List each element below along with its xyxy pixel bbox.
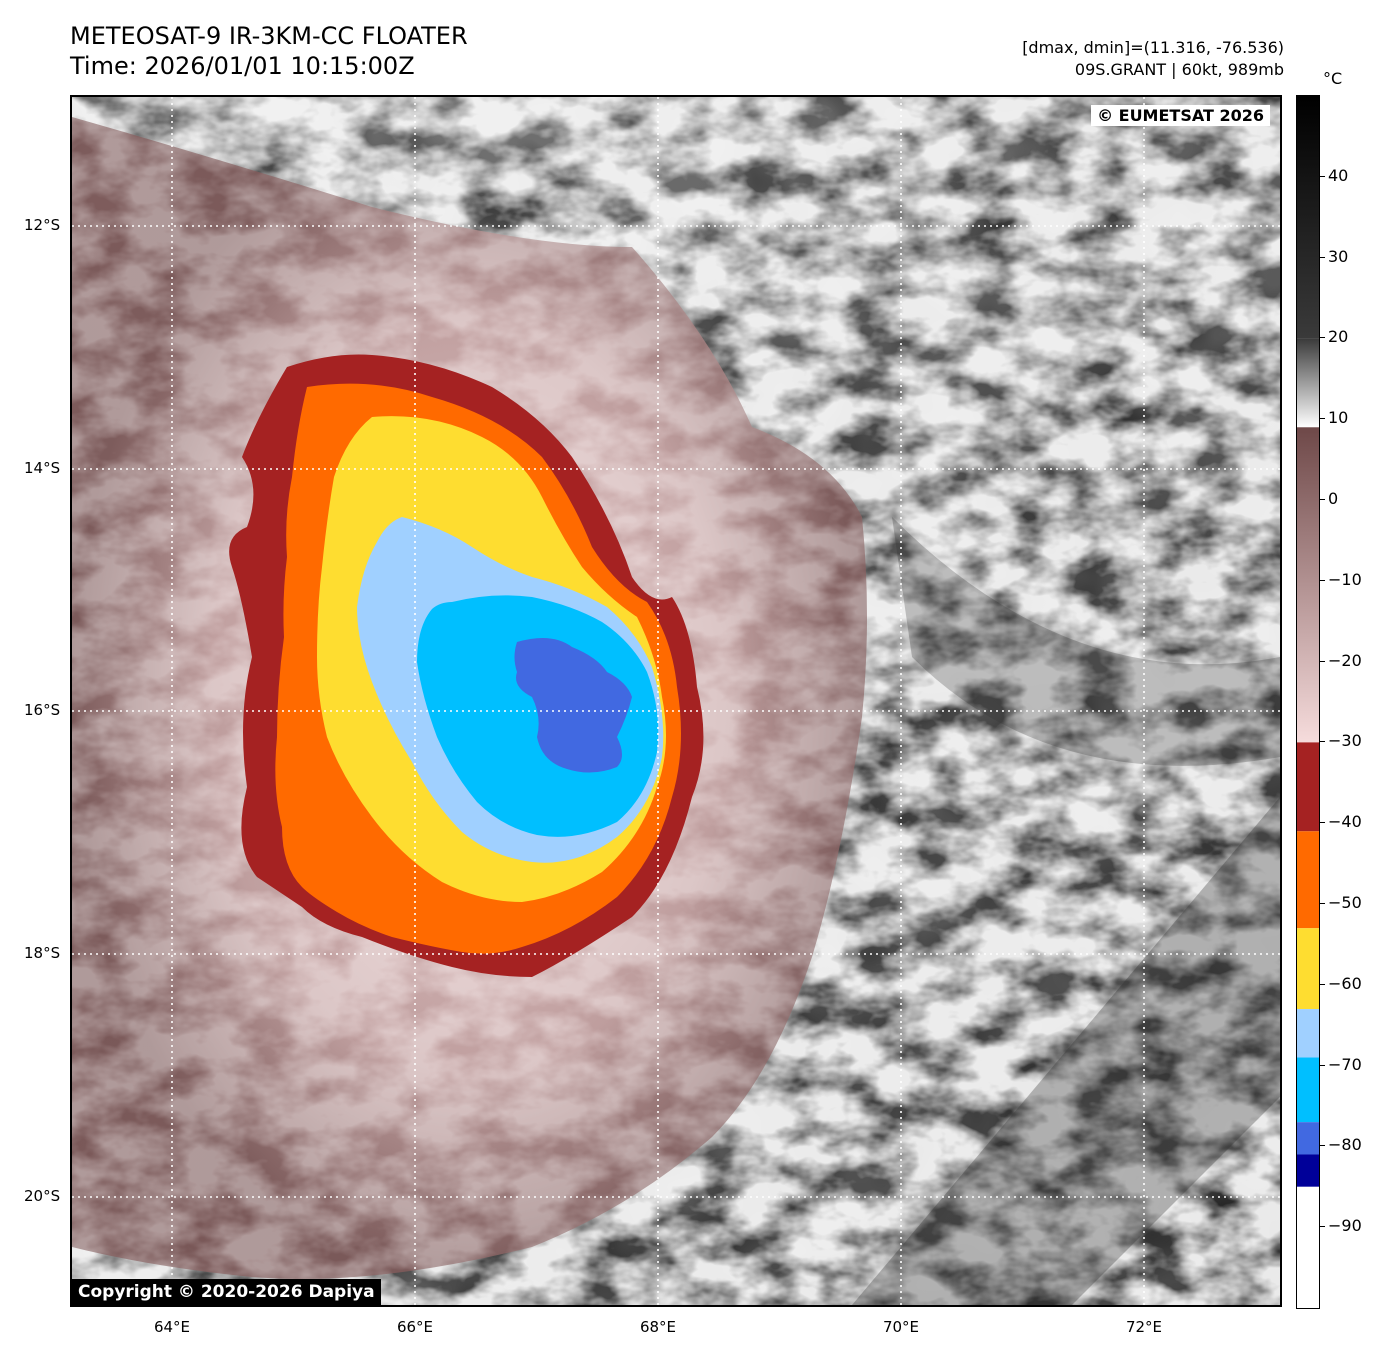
product-title: METEOSAT-9 IR-3KM-CC FLOATER — [70, 22, 468, 50]
satellite-image: © EUMETSAT 2026 Copyright © 2020-2026 Da… — [70, 95, 1282, 1307]
colorbar-band — [1297, 1009, 1319, 1058]
colorbar-tick — [1319, 983, 1325, 985]
colorbar-tick-label: −80 — [1328, 1135, 1362, 1155]
colorbar-tick — [1319, 175, 1325, 177]
colorbar-band — [1297, 427, 1319, 743]
colorbar-band — [1297, 338, 1319, 428]
storm-info: 09S.GRANT | 60kt, 989mb — [1074, 60, 1284, 79]
colorbar-tick — [1319, 256, 1325, 258]
colorbar-tick-label: 30 — [1328, 246, 1349, 266]
colorbar-band — [1297, 1057, 1319, 1123]
colorbar-tick-label: −90 — [1328, 1216, 1362, 1236]
colorbar-tick — [1319, 1145, 1325, 1147]
dapiya-credit: Copyright © 2020-2026 Dapiya — [72, 1279, 381, 1305]
lat-label: 12°S — [24, 216, 61, 234]
colorbar-band — [1297, 831, 1319, 929]
colorbar-unit: °C — [1323, 69, 1343, 88]
eumetsat-credit: © EUMETSAT 2026 — [1091, 105, 1270, 126]
lon-label: 64°E — [153, 1318, 191, 1336]
colorbar-band — [1297, 1154, 1319, 1187]
colorbar-tick-label: 10 — [1328, 408, 1349, 428]
colorbar-band — [1297, 96, 1319, 339]
colorbar-tick — [1319, 741, 1325, 743]
cold-ring-minus-77 — [514, 638, 632, 773]
lon-label: 66°E — [396, 1318, 434, 1336]
colorbar-tick — [1319, 903, 1325, 904]
colorbar-tick-label: −50 — [1328, 893, 1362, 912]
colorbar-tick — [1319, 499, 1325, 500]
lon-label: 68°E — [639, 1318, 677, 1336]
lat-label: 20°S — [24, 1187, 61, 1205]
cold-ring-minus-69 — [417, 595, 659, 837]
colorbar-tick-label: −10 — [1328, 569, 1362, 589]
dmax-dmin-readout: [dmax, dmin]=(11.316, -76.536) — [1022, 38, 1284, 57]
colorbar-tick — [1319, 418, 1325, 420]
colorbar-tick — [1319, 1064, 1325, 1066]
colorbar-tick-label: 0 — [1328, 489, 1339, 508]
colorbar-tick-label: −60 — [1328, 973, 1362, 993]
ir-imagery — [72, 97, 1280, 1305]
colorbar-tick-label: −40 — [1328, 812, 1362, 832]
colorbar-tick — [1319, 337, 1325, 339]
colorbar-tick — [1319, 579, 1325, 581]
colorbar-band — [1297, 742, 1319, 832]
colorbar-tick-label: 40 — [1328, 165, 1349, 185]
colorbar-band — [1297, 1186, 1319, 1308]
lon-label: 72°E — [1125, 1318, 1163, 1336]
colorbar-tick — [1319, 1226, 1325, 1228]
colorbar-tick — [1319, 660, 1325, 662]
lat-label: 18°S — [24, 944, 61, 962]
colorbar-band — [1297, 928, 1319, 1010]
timestamp: Time: 2026/01/01 10:15:00Z — [70, 52, 415, 80]
lat-label: 16°S — [24, 701, 61, 719]
colorbar-band — [1297, 1122, 1319, 1155]
colorbar-tick — [1319, 822, 1325, 824]
colorbar-tick-label: −30 — [1328, 731, 1362, 751]
colorbar-tick-label: 20 — [1328, 327, 1349, 347]
colorbar-tick-label: −70 — [1328, 1054, 1362, 1074]
temperature-colorbar — [1296, 95, 1320, 1309]
colorbar-tick-label: −20 — [1328, 650, 1362, 670]
lon-label: 70°E — [882, 1318, 920, 1336]
lat-label: 14°S — [24, 459, 61, 477]
